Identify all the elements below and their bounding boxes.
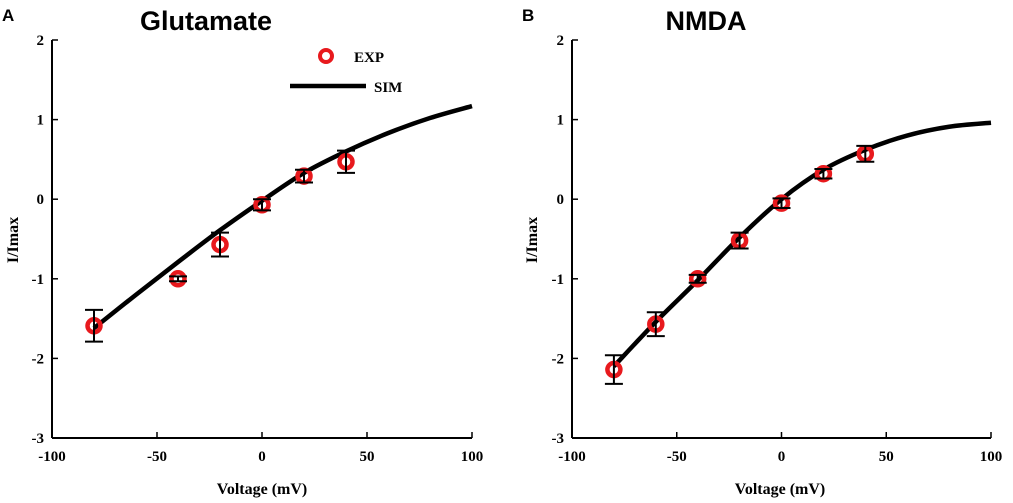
sim-curve xyxy=(612,120,992,368)
chart-title: NMDA xyxy=(666,6,747,36)
y-tick-label: -1 xyxy=(32,272,45,288)
x-axis-label: Voltage (mV) xyxy=(217,481,308,498)
exp-data-point xyxy=(814,164,833,183)
panel-letter: A xyxy=(2,6,14,25)
legend-exp-marker xyxy=(318,48,334,64)
exp-data-point xyxy=(169,270,187,288)
y-axis-label: I/Imax xyxy=(524,217,541,263)
y-tick-label: -3 xyxy=(32,431,45,447)
y-tick-label: 2 xyxy=(37,33,45,49)
y-tick-label: 0 xyxy=(557,192,565,208)
x-axis-label: Voltage (mV) xyxy=(735,481,826,498)
legend: EXP SIM xyxy=(290,48,402,96)
exp-data-point xyxy=(688,270,707,288)
y-tick-label: -2 xyxy=(552,351,565,367)
chart-title: Glutamate xyxy=(140,6,272,36)
x-tick-label: 0 xyxy=(778,449,786,465)
axes: -100 -50 0 50 100 -3 -2 -1 0 1 2 xyxy=(552,33,1003,465)
x-tick-label: 50 xyxy=(879,449,894,465)
panel-a: A Glutamate Voltage (mV) I/Imax -100 -50 0… xyxy=(2,6,483,498)
y-tick-label: 1 xyxy=(557,113,565,129)
x-tick-label: -100 xyxy=(38,449,66,465)
x-tick-label: 100 xyxy=(980,449,1003,465)
x-tick-label: 50 xyxy=(360,449,375,465)
y-tick-label: 2 xyxy=(557,33,565,49)
panel-letter: B xyxy=(522,6,534,25)
y-tick-label: 0 xyxy=(37,192,45,208)
x-tick-label: -100 xyxy=(558,449,586,465)
y-tick-label: -3 xyxy=(552,431,565,447)
panel-b: B NMDA Voltage (mV) I/Imax -100 -50 0 50 100… xyxy=(522,6,1002,498)
x-tick-label: 100 xyxy=(461,449,484,465)
x-tick-label: 0 xyxy=(258,449,266,465)
y-axis-label: I/Imax xyxy=(5,217,22,263)
plot-marks xyxy=(85,103,473,343)
y-tick-label: 1 xyxy=(37,113,45,129)
exp-data-point xyxy=(772,194,791,212)
legend-sim-label: SIM xyxy=(374,80,402,96)
plot-marks xyxy=(604,120,992,385)
legend-exp-label: EXP xyxy=(354,50,384,66)
x-tick-label: -50 xyxy=(147,449,167,465)
y-tick-label: -2 xyxy=(32,351,45,367)
x-tick-label: -50 xyxy=(667,449,687,465)
axes: -100 -50 0 50 100 -3 -2 -1 0 1 2 xyxy=(32,33,484,465)
sim-curve xyxy=(92,103,473,330)
y-tick-label: -1 xyxy=(552,272,565,288)
